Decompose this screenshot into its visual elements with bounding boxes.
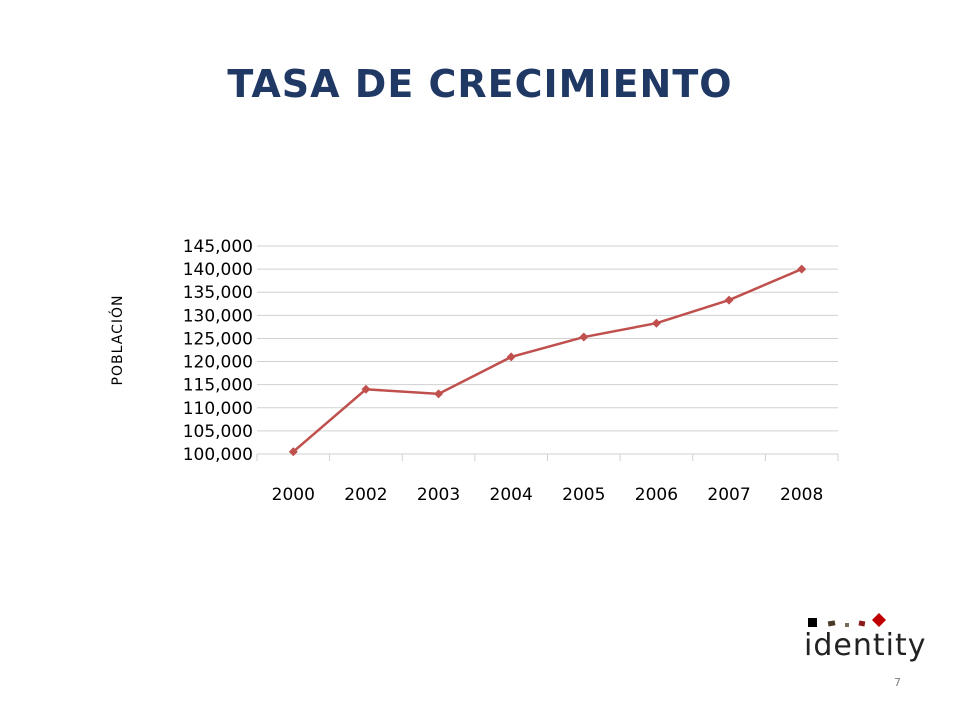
series-line [292,267,803,453]
x-axis-tick-marks [256,454,839,461]
x-tick-label: 2005 [562,485,605,505]
series-markers [288,264,807,457]
y-tick-label: 135,000 [183,283,253,303]
logo-word: identity [804,628,927,663]
x-tick-label: 2000 [272,485,315,505]
y-axis-title: POBLACIÓN [108,295,126,386]
x-tick-label: 2003 [417,485,460,505]
data-point-marker [579,332,589,342]
data-point-marker [506,352,516,362]
x-axis-tick-labels: 2000 2002 2003 2004 2005 2006 2007 2008 [272,485,824,505]
y-tick-label: 105,000 [183,422,253,442]
slide-title: TASA DE CRECIMIENTO [227,62,733,106]
x-tick-label: 2002 [344,485,387,505]
data-point-marker [724,295,734,305]
x-tick-label: 2004 [490,485,533,505]
y-tick-label: 145,000 [183,237,253,257]
x-tick-label: 2006 [635,485,678,505]
y-tick-label: 110,000 [183,399,253,419]
data-point-marker [797,264,807,274]
x-tick-label: 2008 [780,485,823,505]
y-tick-label: 100,000 [183,445,253,465]
y-tick-label: 130,000 [183,306,253,326]
y-tick-label: 115,000 [183,376,253,396]
y-tick-label: 140,000 [183,260,253,280]
y-axis-tick-labels: 100,000 105,000 110,000 115,000 120,000 125,0… [183,237,253,465]
gridlines [257,245,838,455]
data-point-marker [434,389,444,399]
identity-logo: identity [804,612,927,672]
data-point-marker [651,318,661,328]
data-point-marker [361,384,371,394]
logo-squares-icon [808,613,886,627]
y-tick-label: 120,000 [183,353,253,373]
page-number: 7 [894,676,901,689]
x-tick-label: 2007 [707,485,750,505]
y-tick-label: 125,000 [183,329,253,349]
data-point-marker [288,447,298,457]
